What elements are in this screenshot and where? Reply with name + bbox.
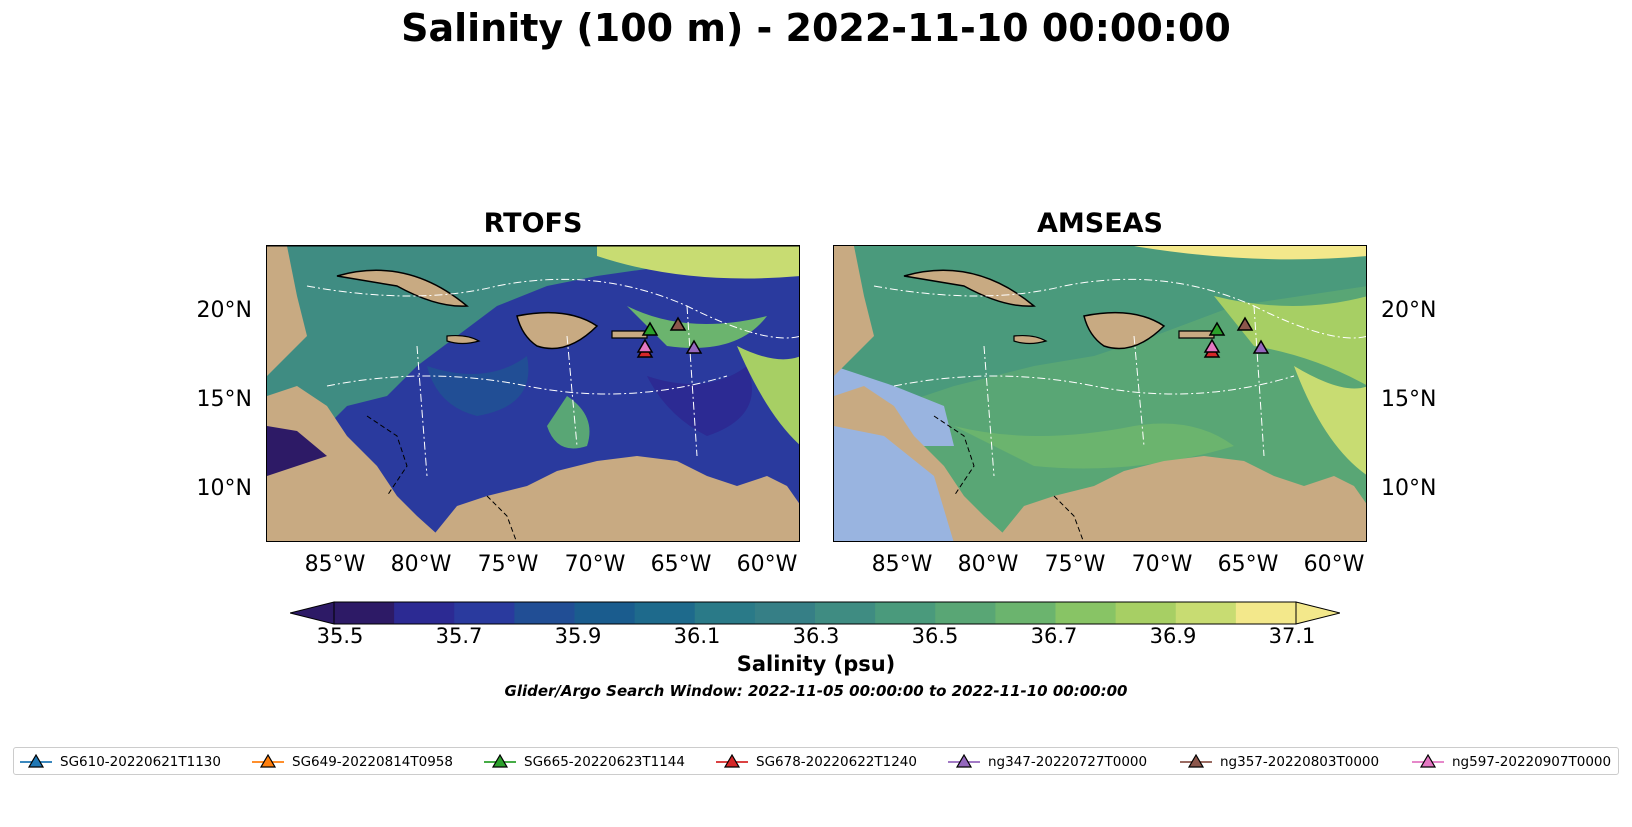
legend-item: SG649-20220814T0958 [252,748,453,776]
legend-label: ng597-20220907T0000 [1452,754,1612,770]
legend-marker [948,754,980,768]
colorbar-segment [1175,602,1237,624]
legend-item: SG610-20220621T1130 [20,748,221,776]
colorbar-segment [754,602,816,624]
colorbar-tick-36-5: 36.5 [911,624,959,648]
legend-label: SG665-20220623T1144 [524,754,685,770]
colorbar-tick-36-1: 36.1 [673,624,721,648]
legend-marker [1412,754,1444,768]
lon-tick-60w: 60°W [736,552,798,577]
rtofs-glider-markers [636,316,703,358]
colorbar-segment [514,602,575,624]
colorbar-segment [1235,602,1297,624]
colorbar-frame [333,601,1297,625]
lat-tick-15n-right: 15°N [1381,387,1437,412]
lat-tick-15n: 15°N [196,387,252,412]
lon-tick-75w-amseas: 75°W [1044,552,1106,577]
colorbar-tick-35-9: 35.9 [554,624,602,648]
legend-item: ng347-20220727T0000 [948,748,1147,776]
lon-tick-75w: 75°W [477,552,539,577]
amseas-glider-markers [1203,316,1270,358]
legend-marker [716,754,748,768]
lon-tick-70w-amseas: 70°W [1131,552,1193,577]
legend-item: ng597-20220907T0000 [1412,748,1611,776]
lon-tick-80w-amseas: 80°W [957,552,1019,577]
colorbar-segment [935,602,996,624]
lon-tick-65w: 65°W [650,552,712,577]
colorbar-extend-max [1295,601,1340,625]
colorbar-segment [875,602,936,624]
map-amseas-canvas [834,246,1366,541]
colorbar-tick-35-5: 35.5 [316,624,364,648]
colorbar-tick-35-7: 35.7 [435,624,483,648]
lat-tick-20n: 20°N [196,298,252,323]
colorbar-tick-36-7: 36.7 [1030,624,1078,648]
colorbar-segment [815,602,876,624]
colorbar-segment [1115,602,1177,624]
colorbar-label: Salinity (psu) [736,652,896,676]
legend-marker [1180,754,1212,768]
legend-label: SG610-20220621T1130 [60,754,221,770]
legend-marker [252,754,284,768]
lon-tick-60w-amseas: 60°W [1303,552,1365,577]
colorbar-segment [454,602,515,624]
colorbar-segment [634,602,696,624]
legend-item: SG678-20220622T1240 [716,748,917,776]
colorbar-tick-36-3: 36.3 [792,624,840,648]
map-rtofs [266,245,800,542]
lon-tick-70w: 70°W [564,552,626,577]
legend-item: ng357-20220803T0000 [1180,748,1379,776]
lon-tick-85w-amseas: 85°W [871,552,933,577]
legend-marker [484,754,516,768]
map-amseas [833,245,1367,542]
legend-item: SG665-20220623T1144 [484,748,685,776]
colorbar-segment [995,602,1056,624]
lat-tick-10n-right: 10°N [1381,476,1437,501]
colorbar-tick-36-9: 36.9 [1149,624,1197,648]
lon-tick-85w: 85°W [304,552,366,577]
panel-title-amseas: AMSEAS [1037,208,1163,239]
legend: SG610-20220621T1130 SG649-20220814T0958 … [13,747,1619,775]
chart-title: Salinity (100 m) - 2022-11-10 00:00:00 [401,6,1231,50]
colorbar-segment [574,602,636,624]
panel-title-rtofs: RTOFS [483,208,583,239]
lat-tick-20n-right: 20°N [1381,298,1437,323]
colorbar-segment [694,602,756,624]
legend-label: ng357-20220803T0000 [1220,754,1380,770]
colorbar-segment [1055,602,1117,624]
lon-tick-65w-amseas: 65°W [1217,552,1279,577]
legend-label: SG649-20220814T0958 [292,754,453,770]
colorbar-segment [394,602,455,624]
colorbar-segment [334,602,395,624]
map-rtofs-canvas [267,246,799,541]
colorbar-tick-37-1: 37.1 [1268,624,1316,648]
lon-tick-80w: 80°W [390,552,452,577]
colorbar-extend-min [290,601,335,625]
legend-marker [20,754,52,768]
legend-label: ng347-20220727T0000 [988,754,1148,770]
search-window-text: Glider/Argo Search Window: 2022-11-05 00… [504,682,1128,700]
colorbar [290,601,1340,625]
lat-tick-10n: 10°N [196,476,252,501]
legend-label: SG678-20220622T1240 [756,754,917,770]
